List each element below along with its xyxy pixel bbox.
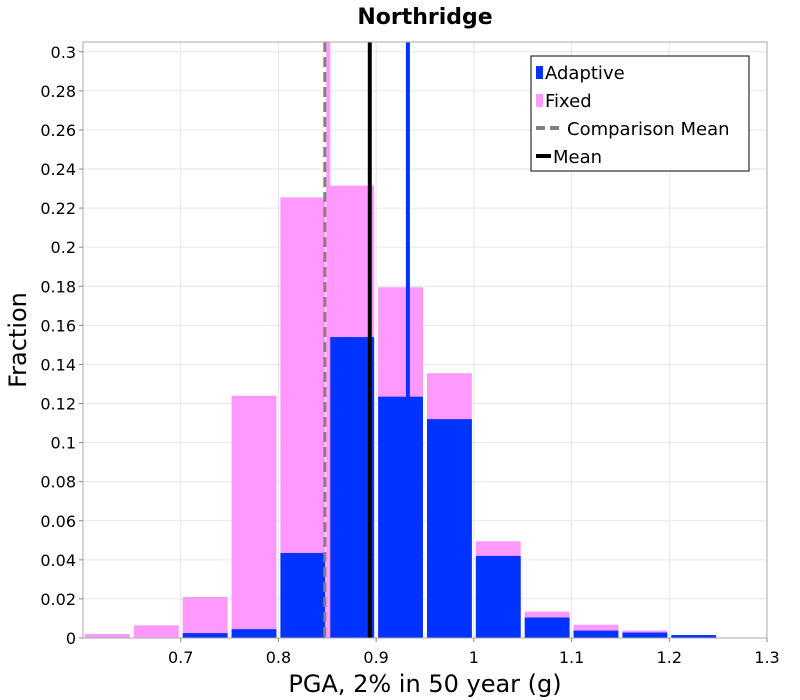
y-tick-label: 0.18 bbox=[40, 277, 76, 296]
y-tick-label: 0.2 bbox=[51, 238, 76, 257]
mean-lines bbox=[323, 42, 410, 638]
bar-adaptive bbox=[182, 633, 228, 638]
legend-label-comparison-mean: Comparison Mean bbox=[567, 119, 730, 140]
x-tick-label: 0.7 bbox=[168, 648, 193, 667]
y-tick-label: 0.1 bbox=[51, 434, 76, 453]
x-tick-label: 0.8 bbox=[266, 648, 291, 667]
bar-fixed bbox=[85, 634, 130, 638]
y-tick-label: 0.04 bbox=[40, 551, 76, 570]
axis-ticks: 0 0.02 0.04 0.06 0.08 0.1 0.12 0.14 0.16 0.18 0.2 0… bbox=[40, 43, 779, 667]
x-tick-label: 1 bbox=[469, 648, 479, 667]
y-tick-label: 0.16 bbox=[40, 316, 76, 335]
legend-label-adaptive: Adaptive bbox=[545, 63, 625, 84]
y-tick-label: 0.02 bbox=[40, 590, 76, 609]
x-tick-label: 0.9 bbox=[363, 648, 388, 667]
bar-fixed bbox=[133, 625, 179, 638]
chart-title: Northridge bbox=[357, 5, 492, 30]
bar-adaptive bbox=[427, 419, 472, 638]
y-tick-label: 0 bbox=[66, 629, 76, 648]
bar-adaptive bbox=[573, 630, 619, 638]
bar-adaptive bbox=[280, 552, 326, 638]
y-tick-label: 0.08 bbox=[40, 473, 76, 492]
legend: Adaptive Fixed Comparison Mean Mean bbox=[530, 55, 750, 172]
legend-swatch-adaptive bbox=[536, 66, 543, 79]
bar-adaptive bbox=[475, 555, 521, 638]
y-tick-label: 0.14 bbox=[40, 355, 76, 374]
legend-label-fixed: Fixed bbox=[545, 91, 592, 112]
legend-swatch-fixed bbox=[536, 94, 543, 107]
bar-adaptive bbox=[671, 635, 717, 638]
y-tick-label: 0.06 bbox=[40, 512, 76, 531]
x-axis-title: PGA, 2% in 50 year (g) bbox=[288, 670, 561, 698]
y-tick-label: 0.22 bbox=[40, 199, 76, 218]
x-tick-label: 1.2 bbox=[657, 648, 682, 667]
bar-adaptive bbox=[329, 337, 375, 638]
bar-fixed bbox=[231, 395, 277, 638]
x-tick-label: 1.1 bbox=[559, 648, 584, 667]
x-tick-label: 1.3 bbox=[754, 648, 779, 667]
legend-label-mean: Mean bbox=[553, 147, 602, 168]
y-tick-label: 0.3 bbox=[51, 43, 76, 62]
y-tick-label: 0.26 bbox=[40, 121, 76, 140]
bars bbox=[85, 185, 717, 639]
y-tick-label: 0.24 bbox=[40, 160, 76, 179]
legend-box bbox=[530, 55, 750, 172]
y-axis-title: Fraction bbox=[4, 292, 32, 388]
bar-adaptive bbox=[378, 396, 423, 638]
bar-adaptive bbox=[231, 629, 277, 638]
bar-fixed bbox=[182, 596, 228, 638]
y-tick-label: 0.12 bbox=[40, 395, 76, 414]
bar-adaptive bbox=[524, 617, 570, 638]
plot-frame bbox=[82, 41, 768, 639]
bar-adaptive bbox=[622, 632, 668, 638]
y-tick-label: 0.28 bbox=[40, 82, 76, 101]
